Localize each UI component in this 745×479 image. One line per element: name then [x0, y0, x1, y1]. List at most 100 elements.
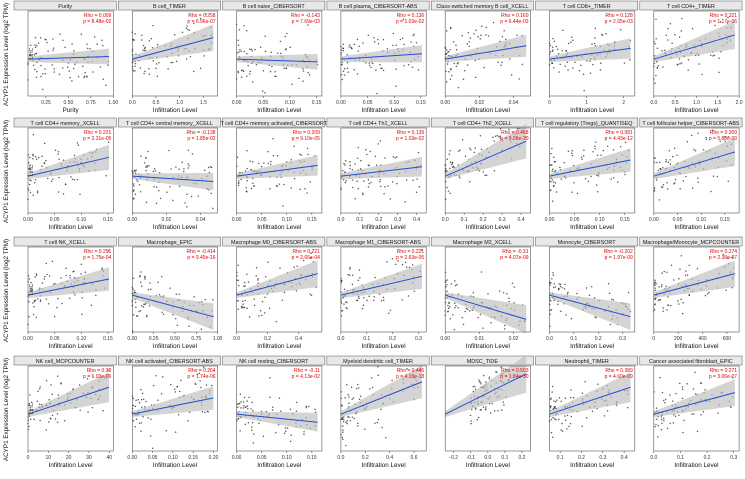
x-axis-label: Infiltration Level: [570, 343, 614, 350]
panel-14: T cell follicular helper_CIBERSORT-ABSRh…: [639, 117, 743, 231]
regression-line: [653, 34, 735, 60]
x-tick-label: 0.4: [518, 217, 525, 223]
data-point: [101, 267, 104, 269]
data-point: [655, 74, 657, 77]
data-point: [593, 297, 596, 299]
data-point: [417, 151, 420, 154]
data-point: [174, 431, 177, 433]
y-axis-label: ACYP1 Expression Level (log2 TPM): [3, 358, 10, 461]
data-point: [253, 433, 255, 435]
regression-line: [27, 55, 110, 60]
data-point: [86, 47, 89, 50]
data-point: [32, 194, 34, 196]
rho-label: Rho = -0.11: [294, 368, 320, 374]
data-point: [264, 50, 267, 52]
p-value-label: p = 2.63e-05: [396, 255, 424, 261]
data-point: [658, 199, 661, 201]
data-point: [404, 261, 407, 264]
panel-strip: [118, 236, 221, 247]
data-point: [40, 75, 42, 78]
data-point: [511, 282, 514, 284]
data-point: [246, 180, 248, 182]
data-point: [359, 395, 362, 398]
data-point: [133, 185, 135, 187]
data-point: [201, 410, 204, 413]
data-point: [363, 180, 365, 182]
data-point: [81, 297, 83, 299]
data-point: [485, 26, 487, 29]
data-point: [240, 400, 242, 403]
data-point: [412, 179, 414, 182]
x-axis-label: Infiltration Level: [674, 462, 718, 469]
x-tick-label: 2: [622, 100, 625, 106]
data-point: [236, 52, 239, 54]
data-point: [240, 76, 243, 78]
data-point: [239, 48, 241, 51]
x-tick-label: -0.1: [466, 455, 475, 461]
data-point: [160, 392, 163, 395]
data-point: [488, 376, 491, 379]
data-point: [564, 283, 566, 286]
panel-strip: [326, 355, 430, 366]
data-point: [661, 391, 664, 394]
panel-title: B cell naive_CIBERSORT: [243, 4, 306, 10]
data-point: [53, 315, 56, 318]
data-point: [153, 185, 155, 188]
panel-strip: [535, 236, 639, 247]
data-point: [35, 158, 38, 160]
data-point: [276, 154, 279, 157]
data-point: [40, 64, 42, 67]
data-point: [513, 286, 516, 288]
data-point: [580, 64, 582, 66]
data-point: [551, 164, 553, 166]
data-point: [306, 192, 308, 194]
data-point: [662, 167, 664, 169]
data-point: [564, 65, 566, 68]
regression-line: [340, 381, 423, 415]
data-point: [342, 50, 345, 52]
x-tick-label: 0.2: [480, 217, 487, 223]
data-point: [660, 285, 663, 288]
data-point: [391, 258, 394, 260]
rho-label: Rho = 0.081: [605, 130, 633, 136]
data-point: [158, 189, 160, 192]
data-point: [73, 50, 75, 52]
data-point: [358, 297, 360, 300]
panel-title: MDSC_TIDE: [467, 359, 499, 365]
data-point: [364, 428, 366, 431]
data-point: [657, 436, 659, 438]
x-axis-label: Infiltration Level: [361, 462, 405, 469]
data-point: [179, 390, 181, 393]
data-point: [177, 413, 180, 416]
data-point: [485, 406, 487, 408]
data-point: [457, 306, 459, 309]
data-point: [65, 274, 67, 277]
data-point: [497, 61, 500, 63]
data-point: [144, 303, 146, 305]
data-point: [346, 61, 349, 64]
data-point: [657, 65, 660, 67]
data-point: [564, 419, 567, 422]
data-point: [92, 71, 94, 73]
data-point: [351, 168, 354, 171]
data-point: [155, 202, 158, 205]
data-point: [584, 381, 586, 383]
p-value-label: p = 1.74e-06: [187, 374, 215, 380]
data-point: [712, 175, 715, 177]
data-point: [246, 405, 249, 407]
data-point: [36, 400, 39, 402]
plot-frame: [27, 10, 114, 97]
data-point: [462, 78, 465, 81]
data-point: [152, 170, 155, 173]
data-point: [29, 394, 31, 396]
data-point: [453, 302, 456, 305]
data-point: [551, 385, 554, 388]
data-point: [32, 313, 35, 316]
data-point: [303, 431, 305, 433]
data-point: [655, 283, 657, 285]
data-point: [310, 256, 312, 259]
data-point: [358, 387, 360, 389]
data-point: [269, 163, 272, 166]
data-point: [155, 186, 158, 188]
